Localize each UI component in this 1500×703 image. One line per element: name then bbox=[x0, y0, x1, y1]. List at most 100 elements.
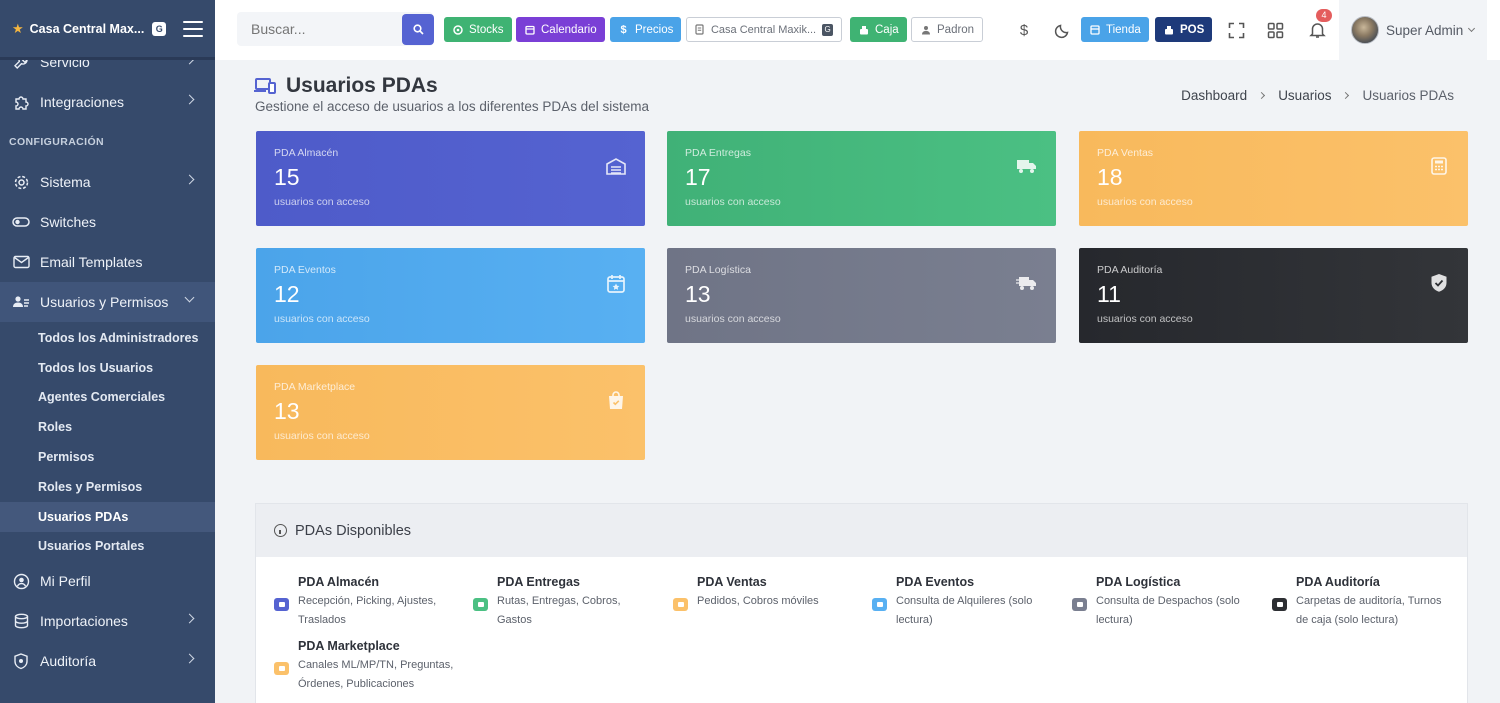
cash-register-icon bbox=[1163, 24, 1174, 35]
pda-item-auditoria: PDA Auditoría Carpetas de auditoría, Tur… bbox=[1272, 575, 1476, 630]
fullscreen-button[interactable] bbox=[1224, 18, 1248, 42]
sidebar-item-label: Auditoría bbox=[40, 653, 97, 670]
card-label: PDA Almacén bbox=[274, 147, 339, 159]
pda-desc: Rutas, Entregas, Cobros, Gastos bbox=[497, 595, 621, 626]
store-icon bbox=[1089, 24, 1100, 35]
apps-button[interactable] bbox=[1263, 18, 1287, 42]
pda-item-logistica: PDA Logística Consulta de Despachos (sol… bbox=[1072, 575, 1276, 630]
breadcrumb-usuarios[interactable]: Usuarios bbox=[1278, 88, 1332, 103]
notifications-button[interactable] bbox=[1305, 18, 1329, 42]
card-value: 17 bbox=[685, 164, 711, 190]
shopping-bag-icon bbox=[605, 389, 627, 411]
submenu-item-permisos[interactable]: Permisos bbox=[38, 450, 95, 465]
page-title: Usuarios PDAs bbox=[286, 74, 438, 97]
email-icon bbox=[12, 253, 30, 271]
sidebar-item-integraciones[interactable]: Integraciones bbox=[0, 82, 215, 122]
card-label: PDA Entregas bbox=[685, 147, 751, 159]
sidebar-item-mi-perfil[interactable]: Mi Perfil bbox=[0, 561, 215, 601]
chevron-right-icon bbox=[184, 174, 195, 185]
dollar-icon: $ bbox=[620, 23, 627, 36]
caja-button[interactable]: Caja bbox=[850, 17, 907, 42]
user-menu[interactable]: Super Admin bbox=[1339, 0, 1487, 60]
sidebar-item-label: Usuarios y Permisos bbox=[40, 294, 169, 310]
notifications-count-badge: 4 bbox=[1316, 9, 1332, 22]
card-footer: usuarios con acceso bbox=[274, 196, 370, 208]
branch-badge: G bbox=[822, 23, 833, 36]
sidebar-item-label: Importaciones bbox=[40, 613, 128, 630]
chevron-right-icon bbox=[1258, 91, 1266, 100]
calendar-icon bbox=[524, 24, 535, 35]
card-label: PDA Marketplace bbox=[274, 381, 356, 393]
currency-button[interactable]: $ bbox=[1012, 18, 1036, 42]
sidebar-item-email-templates[interactable]: Email Templates bbox=[0, 242, 215, 282]
sidebar-item-usuarios-permisos[interactable]: Usuarios y Permisos bbox=[0, 282, 215, 322]
submenu-item-roles-permisos[interactable]: Roles y Permisos bbox=[38, 479, 143, 494]
stocks-label: Stocks bbox=[469, 23, 504, 36]
user-circle-icon bbox=[12, 572, 30, 590]
brand-badge: G bbox=[152, 21, 167, 36]
padron-button[interactable]: Padron bbox=[911, 17, 984, 42]
pda-title: PDA Marketplace bbox=[298, 639, 400, 653]
submenu-item-todos-usuarios[interactable]: Todos los Usuarios bbox=[38, 360, 154, 375]
calendar-star-icon bbox=[872, 598, 887, 611]
card-footer: usuarios con acceso bbox=[685, 196, 781, 208]
caja-label: Caja bbox=[875, 23, 899, 36]
chevron-right-icon bbox=[184, 653, 195, 664]
submenu-item-agentes-comerciales[interactable]: Agentes Comerciales bbox=[38, 390, 166, 405]
pos-button[interactable]: POS bbox=[1155, 17, 1213, 42]
star-icon: ★ bbox=[12, 20, 24, 36]
branch-label: Casa Central Maxik... bbox=[710, 23, 817, 36]
precios-button[interactable]: $ Precios bbox=[610, 17, 682, 42]
sidebar-item-label: Mi Perfil bbox=[40, 573, 91, 590]
sidebar-item-auditoria[interactable]: Auditoría bbox=[0, 641, 215, 681]
submenu-item-usuarios-portales[interactable]: Usuarios Portales bbox=[38, 539, 145, 554]
chevron-down-icon bbox=[1468, 24, 1476, 33]
pda-desc: Pedidos, Cobros móviles bbox=[697, 595, 819, 607]
sidebar-item-label: Integraciones bbox=[40, 94, 125, 110]
search-input[interactable] bbox=[237, 12, 433, 46]
brand-header: ★ Casa Central Max... G bbox=[0, 0, 215, 60]
info-icon bbox=[274, 524, 287, 537]
chevron-right-icon bbox=[1342, 91, 1350, 100]
shield-check-icon bbox=[1428, 272, 1450, 294]
sidebar-item-importaciones[interactable]: Importaciones bbox=[0, 601, 215, 641]
hamburger-menu-icon[interactable] bbox=[183, 21, 203, 37]
pda-title: PDA Entregas bbox=[497, 575, 580, 589]
submenu-item-roles[interactable]: Roles bbox=[38, 420, 73, 435]
cash-register-icon bbox=[858, 24, 869, 35]
breadcrumb-dashboard[interactable]: Dashboard bbox=[1181, 88, 1248, 103]
calendario-button[interactable]: Calendario bbox=[516, 17, 605, 42]
sidebar-item-label: Email Templates bbox=[40, 254, 143, 270]
calendario-label: Calendario bbox=[541, 23, 597, 36]
dark-mode-toggle[interactable] bbox=[1050, 18, 1074, 42]
card-label: PDA Eventos bbox=[274, 264, 336, 276]
pda-item-eventos: PDA Eventos Consulta de Alquileres (solo… bbox=[872, 575, 1076, 630]
brand-name[interactable]: Casa Central Max... bbox=[29, 21, 145, 36]
pda-title: PDA Eventos bbox=[896, 575, 975, 589]
stocks-button[interactable]: Stocks bbox=[444, 17, 512, 42]
section-label-configuracion: CONFIGURACIÓN bbox=[9, 136, 105, 148]
submenu-item-usuarios-pdas[interactable]: Usuarios PDAs bbox=[0, 501, 215, 532]
search-button[interactable] bbox=[402, 14, 434, 45]
card-value: 15 bbox=[274, 164, 300, 190]
tienda-button[interactable]: Tienda bbox=[1081, 17, 1149, 42]
pda-title: PDA Ventas bbox=[697, 575, 767, 589]
toggle-icon bbox=[12, 213, 30, 231]
sidebar-item-switches[interactable]: Switches bbox=[0, 202, 215, 242]
pda-item-entregas: PDA Entregas Rutas, Entregas, Cobros, Ga… bbox=[473, 575, 677, 630]
submenu-item-todos-administradores[interactable]: Todos los Administradores bbox=[38, 330, 199, 345]
cash-register-icon bbox=[673, 598, 688, 611]
sidebar-item-sistema[interactable]: Sistema bbox=[0, 162, 215, 202]
fullscreen-icon bbox=[1228, 22, 1244, 38]
pda-desc: Consulta de Alquileres (solo lectura) bbox=[896, 595, 1033, 626]
sidebar-nav: Servicio Integraciones CONFIGURACIÓN Sis… bbox=[0, 42, 215, 681]
puzzle-icon bbox=[12, 93, 30, 111]
gear-icon bbox=[12, 173, 30, 191]
document-icon bbox=[695, 24, 705, 35]
branch-selector[interactable]: Casa Central Maxik... G bbox=[686, 17, 842, 42]
pda-title: PDA Logística bbox=[1096, 575, 1181, 589]
stat-card-auditoria: PDA Auditoría 11 usuarios con acceso bbox=[1079, 248, 1468, 343]
page-subtitle: Gestione el acceso de usuarios a los dif… bbox=[255, 99, 649, 114]
sidebar-item-label: Sistema bbox=[40, 174, 91, 190]
devices-icon bbox=[254, 77, 276, 100]
